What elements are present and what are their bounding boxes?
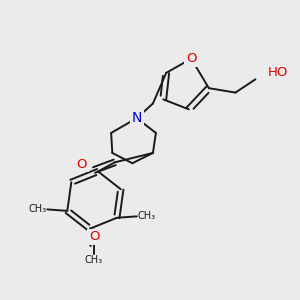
Text: CH₃: CH₃ xyxy=(138,211,156,221)
Text: N: N xyxy=(132,111,142,125)
Text: CH₃: CH₃ xyxy=(85,255,103,266)
Text: HO: HO xyxy=(268,66,288,80)
Text: O: O xyxy=(89,230,99,243)
Text: O: O xyxy=(76,158,87,171)
Text: CH₃: CH₃ xyxy=(28,204,46,214)
Text: O: O xyxy=(186,52,196,65)
